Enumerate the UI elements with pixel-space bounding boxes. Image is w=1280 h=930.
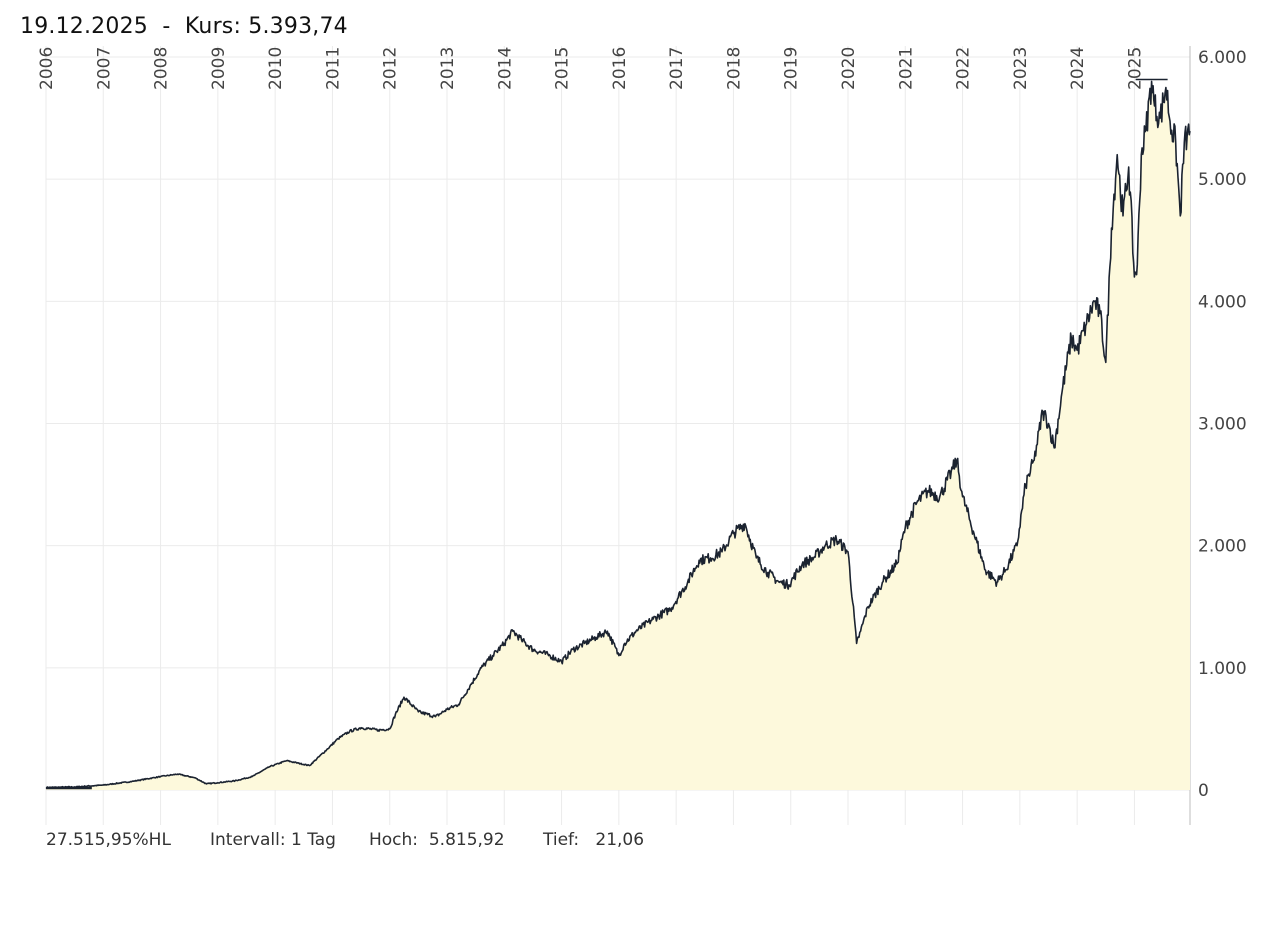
x-tick-label: 2016 (610, 47, 630, 90)
chart-footer: 27.515,95%HL Intervall: 1 Tag Hoch: 5.81… (46, 830, 644, 930)
footer-low-label: Tief: (543, 830, 580, 850)
header-date: 19.12.2025 (20, 14, 148, 39)
x-tick-label: 2020 (839, 47, 859, 90)
header-price-label: Kurs: (184, 14, 242, 39)
x-tick-label: 2021 (896, 47, 916, 90)
y-tick-label: 2.000 (1198, 537, 1247, 557)
x-tick-label: 2010 (266, 47, 286, 90)
footer-low: Tief: 21,06 (543, 830, 644, 850)
price-area-fill (46, 81, 1190, 790)
x-tick-label: 2015 (553, 47, 573, 90)
y-tick-label: 3.000 (1198, 415, 1247, 435)
x-tick-label: 2017 (667, 47, 687, 90)
footer-interval-label: Intervall: (210, 830, 286, 850)
x-tick-label: 2023 (1011, 47, 1031, 90)
footer-interval: Intervall: 1 Tag (210, 830, 336, 850)
x-tick-label: 2024 (1068, 47, 1088, 90)
x-tick-label: 2019 (782, 47, 802, 90)
x-tick-label: 2018 (724, 47, 744, 90)
y-tick-label: 4.000 (1198, 292, 1247, 312)
x-tick-label: 2006 (37, 47, 57, 90)
y-tick-label: 0 (1198, 781, 1209, 801)
x-tick-label: 2007 (94, 47, 114, 90)
footer-high-value: 5.815,92 (428, 830, 505, 850)
x-tick-label: 2009 (209, 47, 229, 90)
header-separator: - (162, 14, 171, 39)
x-tick-label: 2011 (323, 47, 343, 90)
chart-header: 19.12.2025 - Kurs: 5.393,74 (20, 14, 348, 39)
footer-high: Hoch: 5.815,92 (369, 830, 505, 850)
y-tick-label: 6.000 (1198, 48, 1247, 68)
footer-interval-value: 1 Tag (290, 830, 336, 850)
x-tick-label: 2013 (438, 47, 458, 90)
x-axis-labels: 2006 2007 2008 2009 2010 2011 2012 2013 2014 2015… (37, 47, 1145, 90)
y-axis-labels: 0 1.000 2.000 3.000 4.000 5.000 6.000 (1198, 48, 1247, 801)
price-line (45, 80, 1191, 789)
footer-performance: 27.515,95%HL (46, 830, 171, 850)
y-tick-label: 5.000 (1198, 170, 1247, 190)
x-tick-label: 2022 (954, 47, 974, 90)
x-tick-label: 2008 (152, 47, 172, 90)
x-tick-label: 2012 (381, 47, 401, 90)
footer-low-value: 21,06 (595, 830, 645, 850)
y-tick-label: 1.000 (1198, 659, 1247, 679)
header-price-value: 5.393,74 (248, 14, 348, 39)
x-tick-label: 2025 (1125, 47, 1145, 90)
x-tick-label: 2014 (495, 47, 515, 90)
price-chart[interactable]: 2006 2007 2008 2009 2010 2011 2012 2013 2014 2015… (0, 0, 1280, 830)
footer-high-label: Hoch: (369, 830, 419, 850)
